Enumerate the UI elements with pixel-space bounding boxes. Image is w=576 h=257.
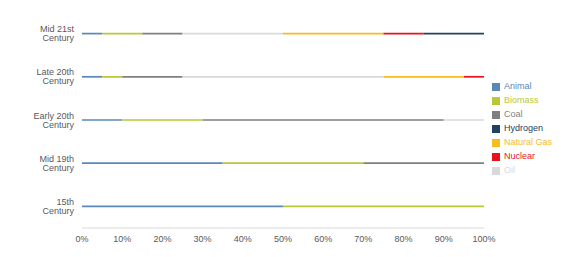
html-text:Coal: Coal bbox=[504, 109, 523, 119]
svg-text:30%: 30% bbox=[194, 234, 212, 244]
svg-text:90%: 90% bbox=[435, 234, 453, 244]
html-text:Oil: Oil bbox=[504, 165, 515, 175]
html-text:Nuclear: Nuclear bbox=[504, 151, 535, 161]
svg-text:10%: 10% bbox=[113, 234, 131, 244]
svg-text:40%: 40% bbox=[234, 234, 252, 244]
svg-text:20%: 20% bbox=[153, 234, 171, 244]
svg-text:Late 20thCentury: Late 20thCentury bbox=[36, 67, 74, 86]
svg-text:0%: 0% bbox=[75, 234, 88, 244]
html-text:Natural Gas: Natural Gas bbox=[504, 137, 552, 147]
svg-text:70%: 70% bbox=[354, 234, 372, 244]
svg-text:50%: 50% bbox=[274, 234, 292, 244]
svg-text:Early 20thCentury: Early 20thCentury bbox=[33, 111, 74, 130]
svg-text:15thCentury: 15thCentury bbox=[42, 197, 74, 216]
html-text:Biomass: Biomass bbox=[504, 95, 539, 105]
svg-text:80%: 80% bbox=[395, 234, 413, 244]
svg-text:Mid 19thCentury: Mid 19thCentury bbox=[39, 154, 74, 173]
svg-text:Mid 21stCentury: Mid 21stCentury bbox=[40, 24, 75, 43]
html-text:Hydrogen: Hydrogen bbox=[504, 123, 543, 133]
svg-text:60%: 60% bbox=[314, 234, 332, 244]
svg-text:100%: 100% bbox=[472, 234, 495, 244]
html-text:Animal: Animal bbox=[504, 81, 532, 91]
